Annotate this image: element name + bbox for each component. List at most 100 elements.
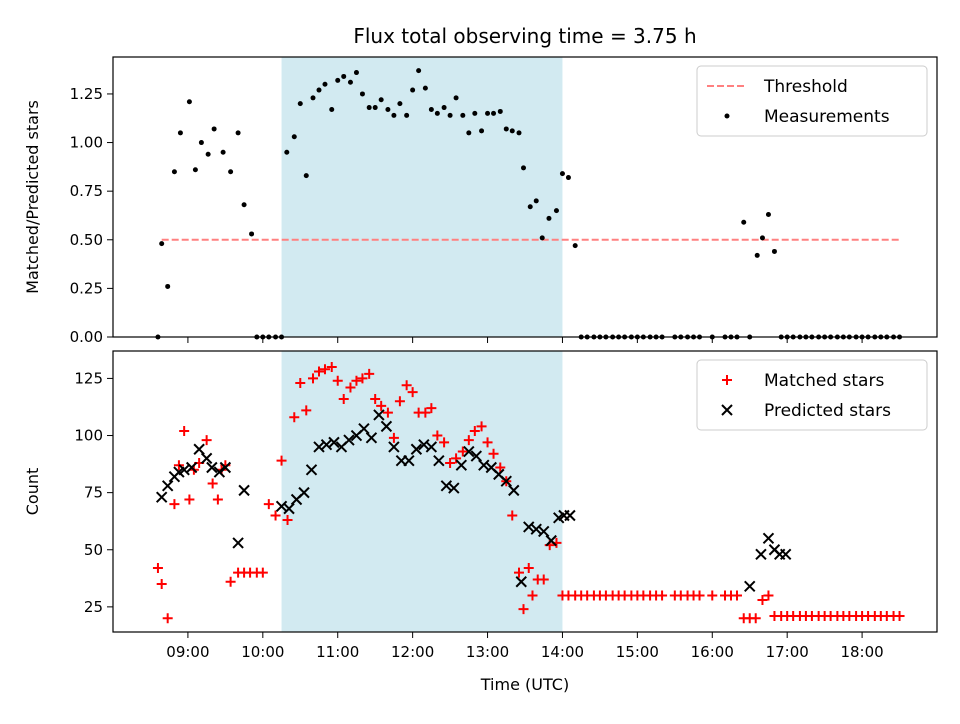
axes-frame [112, 56, 938, 338]
data-point [410, 443, 423, 455]
data-point [385, 107, 391, 112]
y-tick-label: 75 [84, 484, 103, 502]
data-point [192, 167, 198, 173]
data-point [358, 422, 370, 435]
panels: 0.00 0.25 0.50 0.75 1.00 1.25 Matched/Predicte… [23, 56, 938, 661]
data-point [482, 437, 493, 448]
data-point [235, 130, 241, 136]
data-point [388, 432, 399, 443]
data-point [538, 525, 550, 538]
data-point [546, 215, 552, 221]
data-point [404, 112, 410, 118]
y-tick-label: 100 [74, 427, 103, 445]
data-point [657, 590, 668, 601]
legend: Threshold Measurements [696, 65, 928, 137]
data-point [410, 87, 416, 93]
data-point [326, 361, 337, 372]
data-point [539, 235, 545, 241]
data-point [382, 407, 393, 418]
data-point [428, 107, 434, 112]
data-point [328, 436, 340, 449]
data-point [533, 198, 539, 204]
data-point [205, 151, 211, 157]
data-point [207, 478, 218, 489]
data-point [394, 396, 405, 407]
y-axis-label: Count [23, 468, 42, 516]
data-point [238, 484, 250, 497]
data-point [707, 590, 718, 601]
axes-frame [112, 350, 938, 633]
data-point [762, 532, 775, 545]
data-point [518, 604, 529, 615]
data-point [559, 171, 565, 177]
data-point [298, 486, 310, 499]
y-tick-label: 1.25 [70, 85, 103, 103]
data-point [320, 438, 333, 451]
data-point [527, 204, 533, 210]
data-point [488, 448, 499, 459]
data-point [212, 494, 223, 505]
data-point [249, 231, 255, 237]
data-point [463, 435, 474, 446]
data-point [241, 202, 247, 208]
legend-label: Predicted stars [764, 401, 891, 421]
data-point [179, 425, 190, 436]
data-point [765, 212, 771, 217]
data-point [463, 445, 475, 458]
data-point [523, 521, 535, 533]
x-axis-label: Time (UTC) [480, 675, 569, 694]
data-point [295, 377, 306, 388]
data-point [322, 81, 328, 87]
data-point [232, 537, 244, 549]
data-point [416, 68, 422, 74]
data-point [152, 563, 163, 574]
data-point [407, 387, 418, 398]
data-point [162, 613, 173, 624]
data-point [694, 590, 705, 601]
data-point [497, 108, 503, 114]
data-point [184, 494, 195, 505]
data-point [297, 101, 303, 107]
data-point [425, 441, 438, 453]
data-point [220, 149, 226, 155]
data-point [516, 130, 522, 136]
data-point [343, 434, 355, 446]
data-point [515, 576, 527, 588]
data-point [380, 420, 393, 433]
observing-window-span [281, 57, 563, 337]
data-point [373, 409, 385, 421]
data-point [283, 502, 295, 515]
data-point [351, 375, 362, 386]
y-tick-label: 0.25 [70, 279, 103, 297]
data-point [257, 567, 268, 578]
data-point [478, 459, 490, 471]
data-point [426, 403, 437, 414]
data-point [491, 110, 497, 116]
data-point [500, 475, 512, 487]
data-point [310, 95, 316, 101]
data-point [530, 523, 542, 535]
data-point [433, 454, 445, 467]
data-point [378, 97, 384, 103]
data-point [521, 165, 527, 171]
data-point [159, 241, 165, 247]
x-tick-label: 12:00 [391, 643, 434, 661]
data-point [270, 510, 281, 521]
data-point [418, 438, 430, 451]
data-point [523, 563, 534, 574]
data-point [466, 130, 472, 136]
legend-marker-icon [722, 375, 732, 385]
data-point [308, 373, 319, 384]
data-point [365, 432, 378, 444]
data-point [553, 208, 559, 214]
data-point [757, 595, 768, 606]
data-point [455, 459, 468, 471]
data-point [397, 101, 403, 107]
x-tick-label: 18:00 [840, 643, 883, 661]
observing-window-span [281, 351, 563, 632]
data-point [161, 480, 174, 492]
x-tick-label: 10:00 [241, 643, 284, 661]
y-tick-label: 25 [84, 598, 103, 616]
data-point [313, 441, 325, 453]
